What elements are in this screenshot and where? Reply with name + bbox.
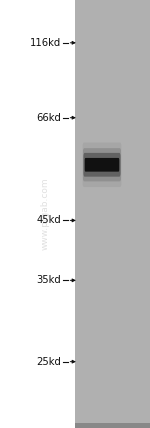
FancyBboxPatch shape xyxy=(83,153,121,177)
Text: 66kd: 66kd xyxy=(37,113,62,123)
Text: 25kd: 25kd xyxy=(37,357,62,367)
Text: 116kd: 116kd xyxy=(30,38,62,48)
FancyBboxPatch shape xyxy=(83,148,121,181)
Bar xyxy=(75,423,150,428)
FancyBboxPatch shape xyxy=(83,143,121,187)
Text: 35kd: 35kd xyxy=(37,275,62,285)
Bar xyxy=(75,0,150,428)
Text: www.ptgab.com: www.ptgab.com xyxy=(40,178,50,250)
Text: 45kd: 45kd xyxy=(37,215,62,226)
FancyBboxPatch shape xyxy=(85,158,119,172)
